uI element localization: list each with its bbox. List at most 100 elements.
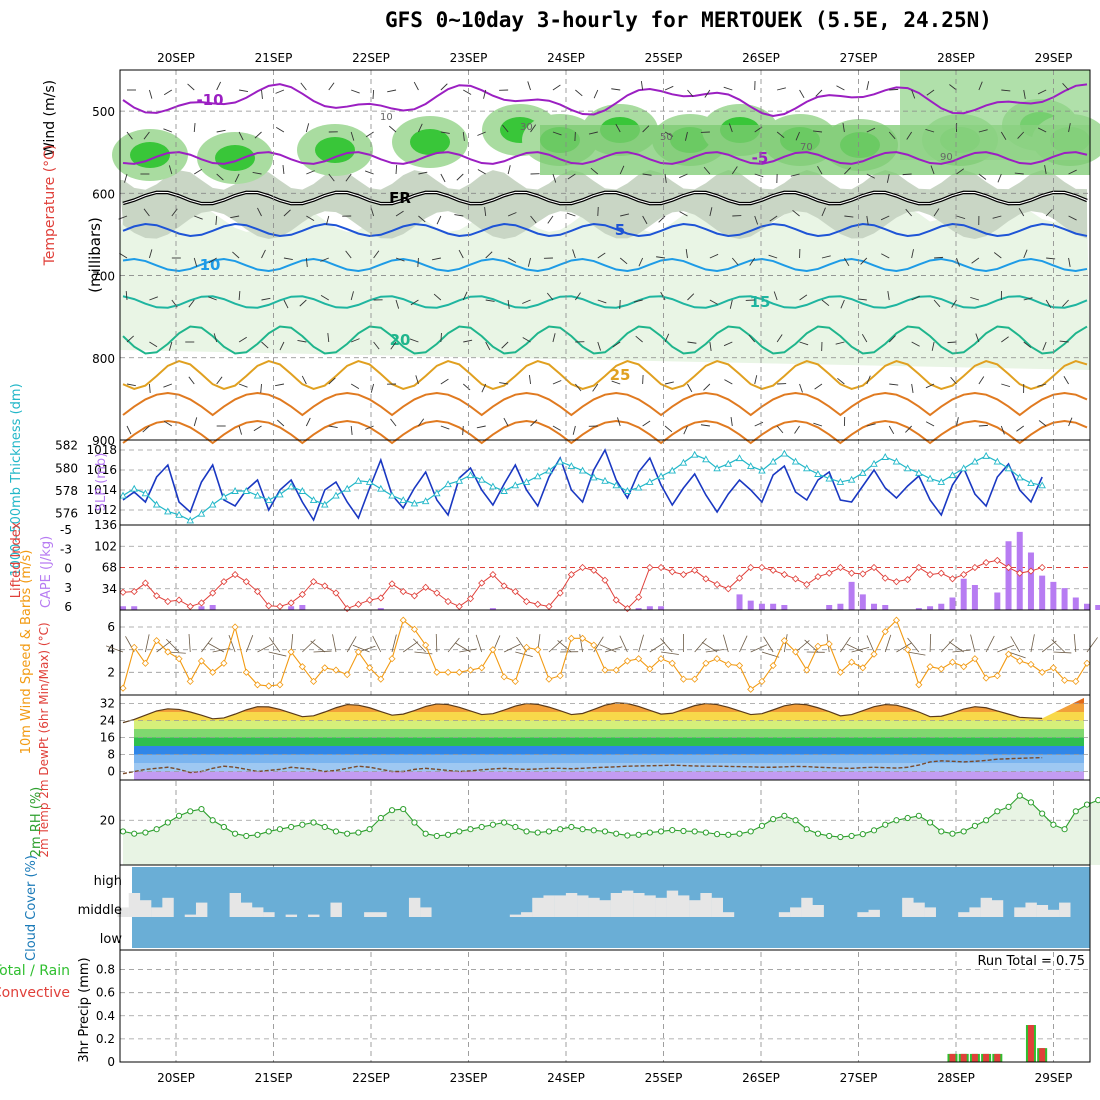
wind10m-barb bbox=[1010, 636, 1021, 653]
rh-shade-50 bbox=[120, 170, 1087, 239]
thickness-marker bbox=[455, 476, 464, 484]
rh-marker bbox=[344, 830, 351, 837]
temp-mask bbox=[120, 695, 1090, 723]
wind-barb bbox=[978, 81, 983, 91]
cape-bar bbox=[915, 608, 922, 610]
wind10m-barb bbox=[948, 641, 964, 653]
thickness-marker bbox=[993, 457, 1002, 465]
wind-barb bbox=[931, 341, 935, 351]
precip-tick: 0.8 bbox=[96, 963, 115, 977]
wind-barb bbox=[1001, 383, 1011, 388]
wind-barb bbox=[299, 299, 307, 307]
wind-barb bbox=[124, 173, 128, 183]
thickness-marker bbox=[321, 500, 329, 508]
wind-barb bbox=[119, 252, 128, 259]
temp-contour-10 bbox=[122, 258, 1088, 272]
wind-barb bbox=[926, 89, 935, 96]
wind-barb bbox=[749, 257, 756, 266]
rh-marker bbox=[915, 812, 922, 819]
wind-barb bbox=[149, 341, 158, 348]
wind-marker bbox=[220, 659, 228, 667]
li-marker bbox=[242, 578, 250, 586]
cloud-bar bbox=[689, 900, 701, 917]
rh-marker bbox=[646, 829, 653, 836]
wind-barb bbox=[188, 376, 195, 385]
li-marker bbox=[814, 573, 822, 581]
wind-marker bbox=[511, 677, 519, 685]
rh-contour-label: 10 bbox=[380, 112, 393, 123]
thickness-marker bbox=[915, 468, 923, 476]
wind-marker bbox=[668, 659, 676, 667]
wind-barb bbox=[481, 383, 487, 393]
li-marker bbox=[836, 563, 844, 572]
wind-barb bbox=[821, 255, 831, 259]
thickness-marker bbox=[399, 496, 407, 504]
thickness-marker bbox=[466, 471, 475, 479]
thickness-marker bbox=[870, 459, 878, 467]
temp-contour-label: 10 bbox=[200, 256, 221, 274]
thickness-marker bbox=[948, 471, 957, 479]
rh2m-label: 2m RH (%) bbox=[29, 787, 44, 858]
wind10m-barb bbox=[701, 641, 718, 653]
cloud-bar bbox=[285, 914, 298, 917]
cloud-bar bbox=[252, 907, 264, 917]
cape-bar bbox=[1050, 581, 1057, 610]
wind-barb bbox=[776, 131, 785, 139]
wind-barb bbox=[364, 170, 374, 175]
rh-blob-core bbox=[315, 137, 355, 163]
cloud-bar bbox=[588, 897, 600, 917]
temp-contour-label: 25 bbox=[610, 366, 631, 384]
li-marker bbox=[791, 575, 800, 583]
wind-barb bbox=[216, 81, 222, 91]
wind10m-barb bbox=[454, 642, 471, 653]
wind-barb bbox=[306, 215, 315, 222]
wind-barb bbox=[619, 165, 625, 175]
li-marker bbox=[321, 582, 329, 590]
wind-barb bbox=[951, 299, 957, 308]
wind-marker bbox=[993, 672, 1001, 680]
rh-marker bbox=[803, 826, 810, 833]
thickness-tick: 578 bbox=[55, 484, 78, 498]
li-marker bbox=[691, 566, 699, 574]
wind-barb bbox=[305, 123, 310, 133]
cloud-bar bbox=[364, 912, 376, 917]
wind-marker bbox=[433, 668, 441, 676]
rh-marker bbox=[736, 830, 743, 837]
thickness-marker bbox=[623, 487, 632, 494]
wind-barb bbox=[933, 208, 940, 217]
wind-barb bbox=[276, 419, 285, 427]
wind10m-barb bbox=[846, 643, 863, 653]
thickness-marker bbox=[758, 466, 766, 474]
wind-barb bbox=[617, 417, 621, 427]
wind-marker bbox=[590, 641, 598, 649]
wind-barb bbox=[395, 257, 405, 262]
rh-marker bbox=[209, 817, 216, 824]
wind-barb bbox=[730, 417, 733, 427]
wind-barb bbox=[572, 249, 576, 259]
rh-marker bbox=[377, 814, 384, 822]
cloud-bar bbox=[1059, 902, 1071, 917]
wind-marker bbox=[175, 655, 183, 663]
wind-barb bbox=[418, 123, 423, 133]
wind10m-barb bbox=[358, 645, 376, 653]
precip-conv-bar bbox=[983, 1053, 990, 1062]
panel-frame bbox=[119, 949, 1091, 1063]
li-marker bbox=[556, 589, 564, 597]
wind-barb bbox=[350, 131, 355, 141]
wind-barb bbox=[835, 341, 845, 345]
cape-bar bbox=[1027, 552, 1034, 610]
wind-marker bbox=[545, 675, 553, 683]
wind-barb bbox=[685, 249, 688, 259]
thickness-marker bbox=[197, 509, 206, 517]
wind-barb bbox=[1045, 299, 1052, 308]
wind10m-barb bbox=[346, 636, 357, 653]
rh-marker bbox=[478, 823, 485, 831]
wind-barb bbox=[911, 341, 920, 347]
li-marker bbox=[758, 563, 766, 572]
wind-barb bbox=[216, 376, 223, 385]
li-marker bbox=[332, 589, 340, 597]
day-label-bottom: 28SEP bbox=[937, 1071, 975, 1085]
li-marker bbox=[522, 597, 531, 606]
cloud-bar bbox=[621, 890, 634, 917]
thickness-marker bbox=[601, 476, 609, 484]
